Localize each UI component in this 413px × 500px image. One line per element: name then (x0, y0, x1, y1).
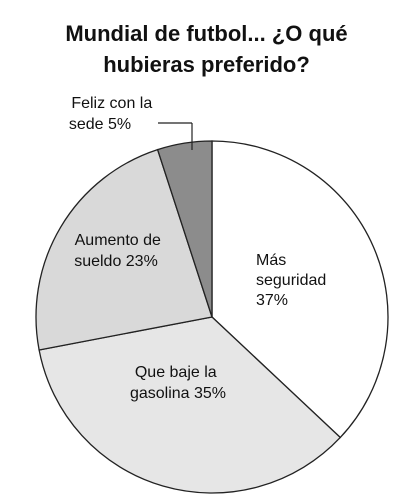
chart-title-line-2: hubieras preferido? (103, 52, 310, 77)
slice-label-line: Que baje la (135, 364, 217, 381)
slice-label-line: seguridad (256, 272, 326, 289)
slice-label-sede: Feliz con la sede 5% (69, 95, 157, 133)
pie-slice-mas-seguridad (211, 140, 389, 439)
slice-label-line: Más (256, 252, 286, 269)
slice-label-line: gasolina 35% (130, 385, 226, 402)
pie-slices (35, 140, 389, 494)
slice-label-mas-seguridad: Más seguridad 37% (256, 252, 331, 309)
slice-label-line: sueldo 23% (74, 253, 158, 270)
chart-title: Mundial de futbol... ¿O qué hubieras pre… (0, 18, 413, 80)
slice-label-line: 37% (256, 292, 288, 309)
slice-label-line: Feliz con la (71, 95, 152, 112)
pie-slice-gasolina (38, 316, 342, 494)
pie-slice-sede (156, 140, 213, 318)
slice-label-gasolina: Que baje la gasolina 35% (130, 364, 226, 402)
pie-slice-sueldo (35, 148, 213, 351)
slice-label-line: sede 5% (69, 116, 131, 133)
slice-label-line: Aumento de (75, 232, 161, 249)
slice-label-sueldo: Aumento de sueldo 23% (74, 232, 165, 270)
chart-title-line-1: Mundial de futbol... ¿O qué (65, 21, 348, 46)
